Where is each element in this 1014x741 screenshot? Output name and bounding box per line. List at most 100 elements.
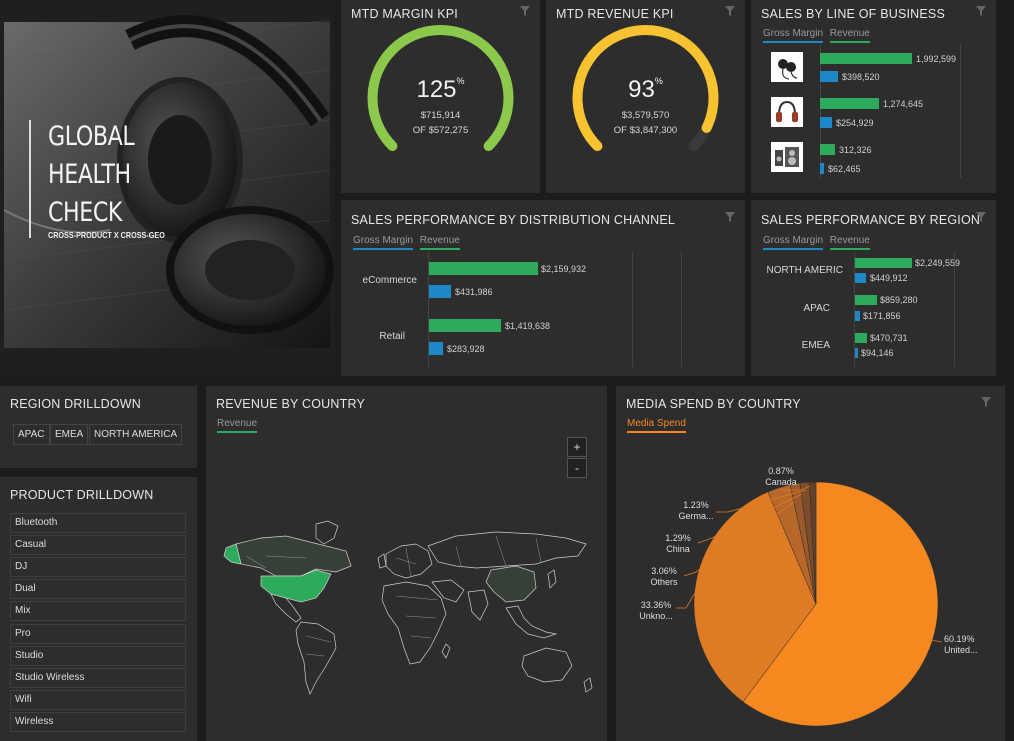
revenue-value: 1,274,645	[883, 99, 924, 109]
gross-margin-bar[interactable]	[820, 71, 838, 82]
gross-margin-bar[interactable]	[820, 163, 824, 174]
product-item[interactable]: Wireless	[10, 712, 186, 732]
pie-label-unknown: 33.36% Unkno...	[636, 600, 676, 622]
gross-margin-bar[interactable]	[820, 117, 832, 128]
zoom-out-button[interactable]: -	[567, 458, 587, 478]
revenue-value: $1,419,638	[505, 321, 551, 331]
region-chip-north-america[interactable]: NORTH AMERICA	[89, 424, 183, 445]
legend-revenue[interactable]: Revenue	[419, 235, 460, 250]
gross-margin-bar[interactable]	[855, 348, 858, 358]
category-label: NORTH AMERIC	[766, 265, 844, 276]
hero-title: GLOBAL HEALTH CHECK	[48, 118, 135, 232]
filter-icon[interactable]	[976, 212, 986, 222]
product-item[interactable]: Dual	[10, 579, 186, 599]
legend-revenue[interactable]: Revenue	[829, 235, 870, 250]
grid-line	[854, 252, 855, 367]
region-chip-apac[interactable]: APAC	[13, 424, 50, 445]
gross-margin-bar[interactable]	[855, 311, 860, 321]
panel-title: MEDIA SPEND BY COUNTRY	[626, 397, 801, 411]
earbuds-icon	[771, 52, 803, 82]
product-item[interactable]: DJ	[10, 557, 186, 577]
pie-label-name: China	[666, 544, 690, 554]
product-item[interactable]: Studio	[10, 646, 186, 666]
revenue-target: OF $3,847,300	[613, 125, 678, 136]
revenue-bar[interactable]	[855, 295, 877, 305]
region-drilldown-panel: REGION DRILLDOWN APAC EMEA NORTH AMERICA	[0, 386, 197, 468]
pie-label-name: Unkno...	[639, 611, 673, 621]
product-item[interactable]: Wifi	[10, 690, 186, 710]
legend-gross-margin[interactable]: Gross Margin	[353, 235, 414, 250]
revenue-bar[interactable]	[820, 144, 835, 155]
product-item[interactable]: Mix	[10, 601, 186, 621]
gross-margin-value: $398,520	[842, 72, 880, 82]
chart-legend: Media Spend	[627, 418, 690, 433]
margin-percent-value: 125	[416, 76, 457, 103]
legend-gross-margin[interactable]: Gross Margin	[763, 28, 824, 43]
legend-revenue[interactable]: Revenue	[217, 418, 258, 433]
revenue-percent-value: 93	[628, 76, 655, 103]
revenue-percent: 93%	[546, 76, 745, 104]
revenue-bar[interactable]	[855, 333, 867, 343]
gross-margin-bar[interactable]	[855, 273, 866, 283]
pie-label-name: United...	[944, 645, 978, 655]
gross-margin-bar[interactable]	[429, 285, 451, 298]
legend-media-spend[interactable]: Media Spend	[627, 418, 686, 433]
product-item[interactable]: Pro	[10, 624, 186, 644]
margin-value: $715,914	[420, 110, 461, 121]
grid-line	[428, 252, 429, 367]
revenue-value: $2,249,559	[915, 258, 961, 268]
revenue-bar[interactable]	[820, 53, 912, 64]
headphones-photo	[3, 15, 334, 348]
product-item[interactable]: Bluetooth	[10, 513, 186, 533]
hero-subtitle: CROSS-PRODUCT X CROSS-GEO	[48, 230, 165, 240]
margin-percent: 125%	[341, 76, 540, 104]
filter-icon[interactable]	[976, 6, 986, 16]
pie-label-pct: 1.23%	[683, 500, 709, 510]
hero-title-line3: CHECK	[48, 197, 123, 228]
media-spend-pie[interactable]	[616, 386, 1005, 741]
panel-title: PRODUCT DRILLDOWN	[10, 488, 154, 502]
legend-gross-margin[interactable]: Gross Margin	[763, 235, 824, 250]
filter-icon[interactable]	[981, 397, 991, 407]
revenue-value: $470,731	[870, 333, 908, 343]
panel-title: REVENUE BY COUNTRY	[216, 397, 366, 411]
category-label: EMEA	[801, 340, 830, 351]
pie-label-pct: 0.87%	[768, 466, 794, 476]
gross-margin-value: $94,146	[861, 348, 894, 358]
gross-margin-value: $449,912	[870, 273, 908, 283]
pie-slice[interactable]	[809, 481, 817, 605]
category-label: eCommerce	[362, 275, 417, 286]
product-item[interactable]: Studio Wireless	[10, 668, 186, 688]
pie-label-name: Others	[650, 577, 678, 587]
zoom-in-button[interactable]: +	[567, 437, 587, 457]
revenue-bar[interactable]	[855, 258, 912, 268]
margin-gauge	[367, 25, 514, 152]
revenue-value: $859,280	[880, 295, 918, 305]
panel-title: SALES PERFORMANCE BY DISTRIBUTION CHANNE…	[351, 213, 676, 227]
pie-label-name: Canada	[765, 477, 797, 487]
panel-title: SALES PERFORMANCE BY REGION	[761, 213, 981, 227]
region-chip-emea[interactable]: EMEA	[50, 424, 89, 445]
category-label: APAC	[803, 303, 831, 314]
product-item[interactable]: Casual	[10, 535, 186, 555]
margin-percent-sign: %	[456, 76, 465, 86]
gross-margin-bar[interactable]	[429, 342, 443, 355]
revenue-bar[interactable]	[429, 262, 538, 275]
pie-label-name: Germa...	[678, 511, 714, 521]
chart-legend: Revenue	[217, 418, 261, 433]
category-label: Retail	[379, 331, 405, 342]
chart-legend: Gross Margin Revenue	[353, 235, 464, 250]
media-spend-panel: MEDIA SPEND BY COUNTRY Media Spend 0.87%…	[616, 386, 1005, 741]
filter-icon[interactable]	[520, 6, 530, 16]
filter-icon[interactable]	[725, 6, 735, 16]
gross-margin-value: $171,856	[863, 311, 901, 321]
revenue-value: 1,992,599	[916, 54, 957, 64]
filter-icon[interactable]	[725, 212, 735, 222]
mtd-margin-panel: MTD MARGIN KPI 125% $715,914 OF $572,275	[341, 0, 540, 193]
revenue-bar[interactable]	[820, 98, 879, 109]
revenue-bar[interactable]	[429, 319, 501, 332]
world-map[interactable]	[206, 386, 607, 741]
pie-label-pct: 33.36%	[640, 600, 672, 610]
legend-revenue[interactable]: Revenue	[829, 28, 870, 43]
chart-legend: Gross Margin Revenue	[763, 28, 874, 43]
